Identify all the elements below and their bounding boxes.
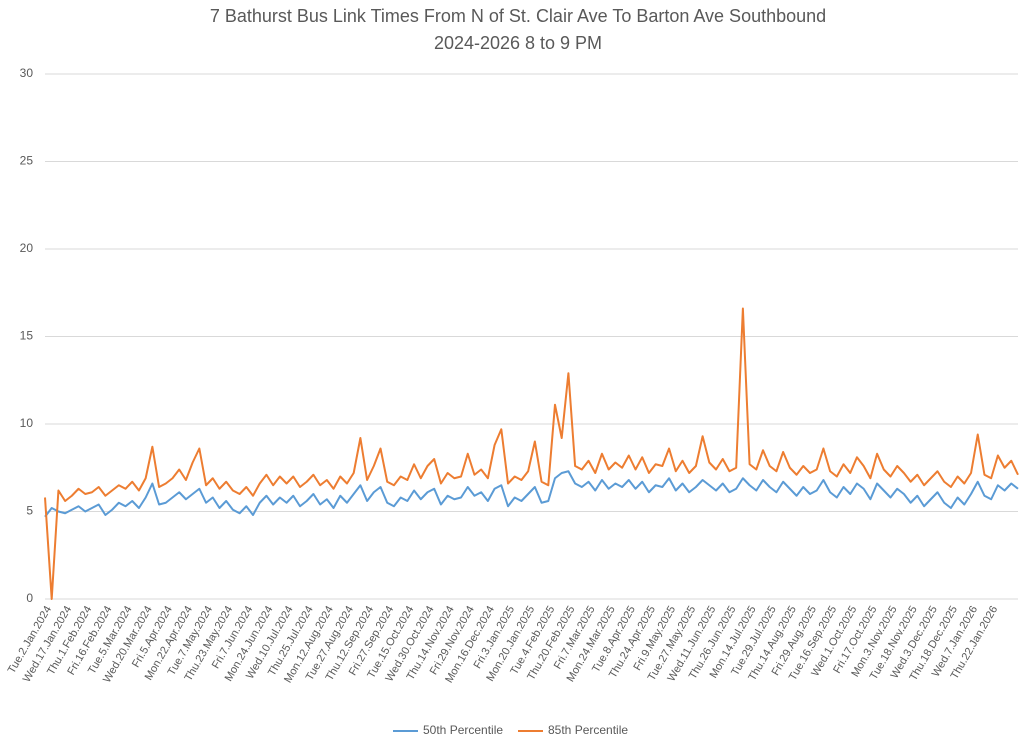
y-tick-label: 15: [20, 329, 34, 343]
legend-label: 85th Percentile: [548, 723, 628, 737]
chart-title: 7 Bathurst Bus Link Times From N of St. …: [210, 6, 826, 26]
legend-label: 50th Percentile: [423, 723, 503, 737]
y-tick-label: 5: [26, 504, 33, 518]
y-tick-label: 0: [26, 591, 33, 605]
y-tick-label: 25: [20, 154, 34, 168]
series-line: [44, 470, 1019, 518]
series-line: [44, 307, 1019, 600]
chart-subtitle: 2024-2026 8 to 9 PM: [434, 33, 602, 53]
y-tick-label: 10: [20, 416, 34, 430]
y-tick-label: 20: [20, 241, 34, 255]
y-tick-label: 30: [20, 66, 34, 80]
